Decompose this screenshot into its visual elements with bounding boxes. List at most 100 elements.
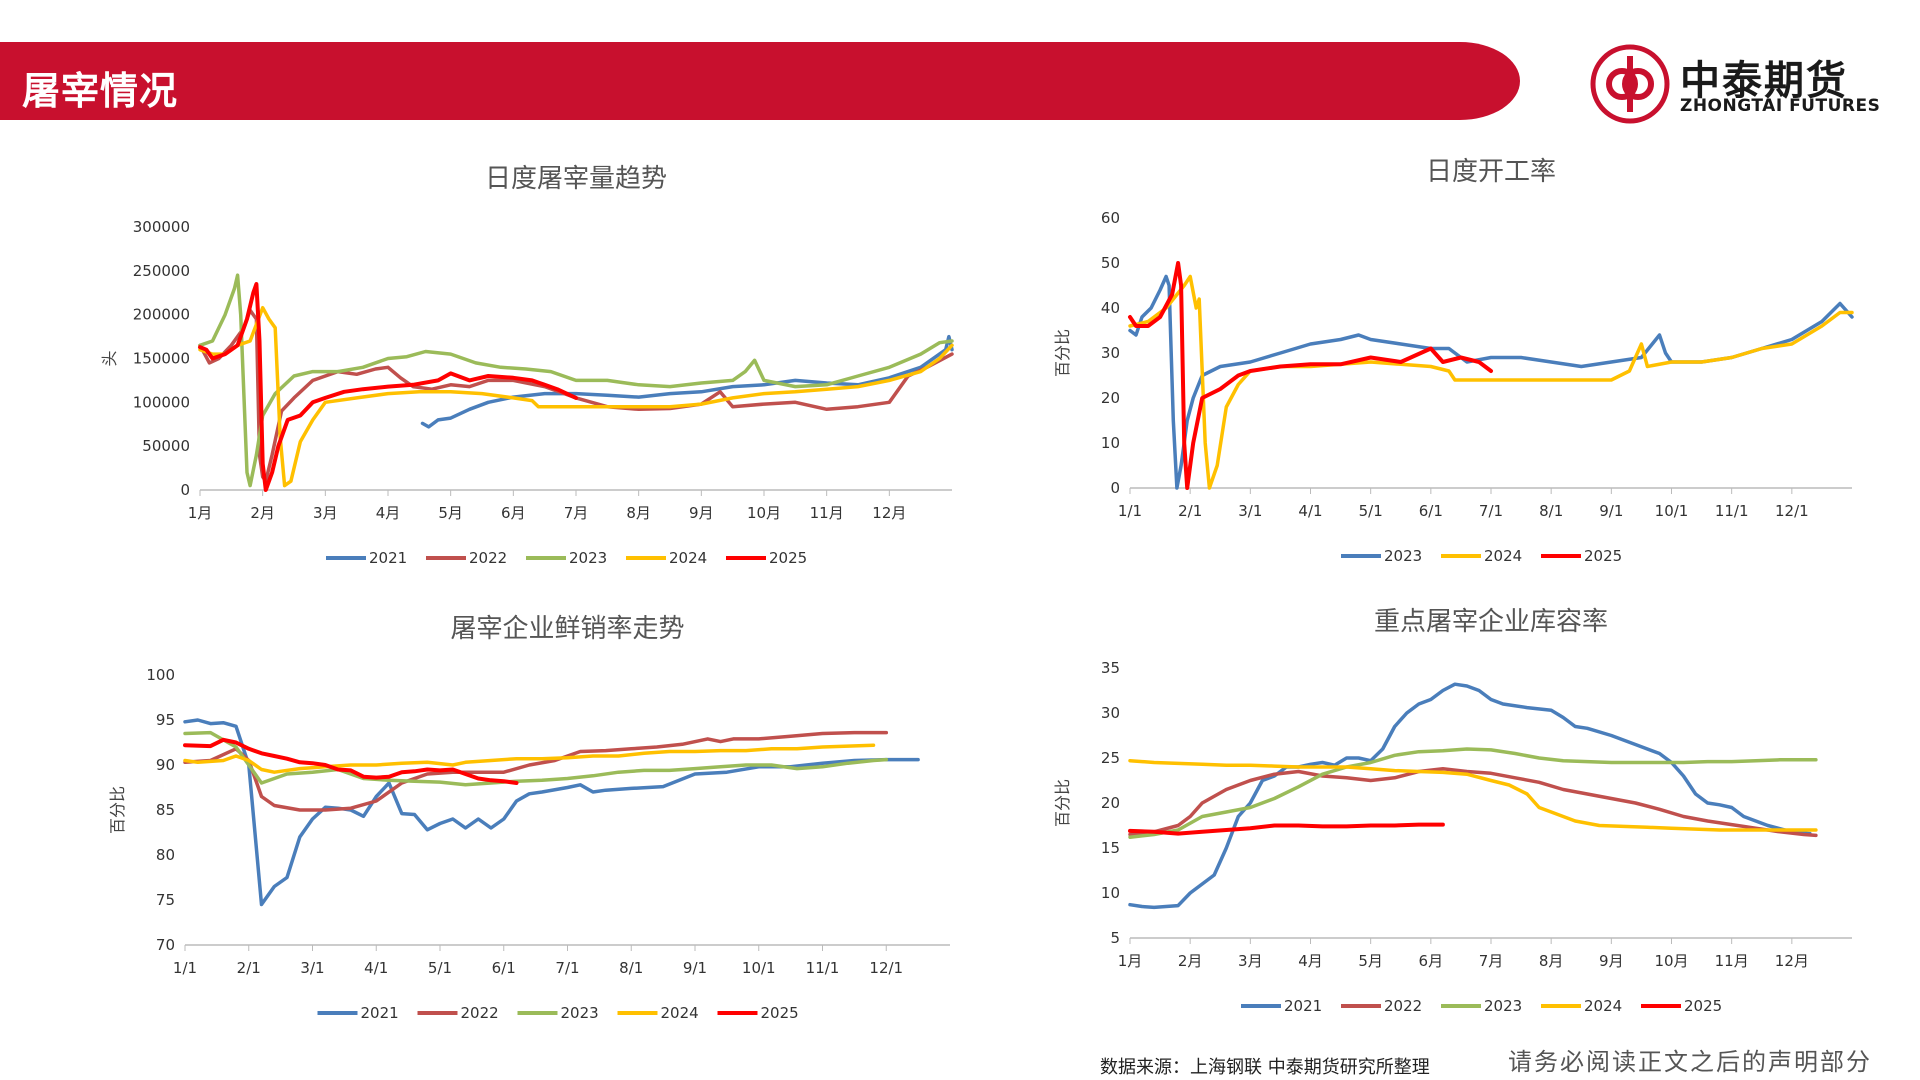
logo-en-text: ZHONGTAI FUTURES	[1680, 96, 1881, 116]
y-tick-label: 30	[1101, 704, 1120, 722]
series-line-2022	[183, 730, 889, 812]
y-tick-label: 75	[156, 891, 175, 909]
x-tick-label: 11月	[810, 504, 844, 522]
x-tick-label: 10月	[1654, 952, 1688, 970]
x-tick-label: 3月	[1238, 952, 1263, 970]
series-line-2023	[1128, 747, 1818, 839]
y-axis-label: 百分比	[1053, 329, 1072, 377]
x-tick-label: 8月	[626, 504, 651, 522]
legend-label-2024: 2024	[1584, 997, 1622, 1015]
x-tick-label: 11/1	[1715, 502, 1749, 520]
chart-title: 日度开工率	[1426, 157, 1556, 187]
y-tick-label: 10	[1101, 884, 1120, 902]
series-line-2022	[1128, 767, 1818, 838]
chart-svg: 日度开工率 0 10 20 30 40 50 60 百分比 1/1 2/1 3/1 4/1 5/1 6/1 7…	[1053, 157, 1854, 565]
legend-label-2023: 2023	[569, 549, 607, 567]
legend-label-2025: 2025	[1584, 547, 1622, 565]
x-tick-label: 12月	[872, 504, 906, 522]
series-line-2021	[1128, 682, 1812, 910]
x-tick-label: 8月	[1539, 952, 1564, 970]
series-line-2024	[183, 743, 876, 774]
chart-inventory-capacity-rate: 重点屠宰企业库容率 5 10 15 20 25 30 35 百分比 1月 2月 3月 4月 5月 6月 7月 8…	[1030, 598, 1890, 1028]
x-tick-label: 7/1	[555, 959, 579, 977]
x-tick-label: 4月	[1298, 952, 1323, 970]
x-tick-label: 7月	[564, 504, 589, 522]
page-title: 屠宰情况	[22, 69, 179, 113]
x-tick-label: 9月	[689, 504, 714, 522]
legend-label-2025: 2025	[1684, 997, 1722, 1015]
chart-svg: 屠宰企业鲜销率走势 70 75 80 85 90 95 100 百分比 1/1 2/1 3/1 4/1 5…	[108, 614, 950, 1022]
y-tick-label: 90	[156, 756, 175, 774]
y-tick-label: 0	[180, 481, 190, 499]
y-axis-label: 百分比	[108, 786, 127, 834]
x-tick-label: 3/1	[300, 959, 324, 977]
x-tick-label: 11月	[1715, 952, 1749, 970]
y-tick-label: 50000	[142, 437, 190, 455]
legend-label-2024: 2024	[1484, 547, 1522, 565]
legend-label-2021: 2021	[361, 1004, 399, 1022]
legend-label-2025: 2025	[761, 1004, 799, 1022]
data-source-note: 数据来源：上海钢联 中泰期货研究所整理	[1100, 1057, 1430, 1078]
x-tick-label: 9/1	[683, 959, 707, 977]
disclaimer-note: 请务必阅读正文之后的声明部分	[1508, 1048, 1872, 1076]
header-banner: 屠宰情况	[0, 42, 1520, 120]
series-line-2024	[1128, 758, 1818, 832]
series-line-2025	[1128, 261, 1493, 490]
series-line-2025	[1128, 822, 1445, 836]
x-tick-label: 4月	[376, 504, 401, 522]
y-tick-label: 70	[156, 936, 175, 954]
y-tick-label: 40	[1101, 299, 1120, 317]
zhongtai-logo-icon	[1590, 44, 1670, 124]
x-tick-label: 6月	[501, 504, 526, 522]
series-line-2024	[1128, 274, 1854, 490]
x-tick-label: 9/1	[1599, 502, 1623, 520]
y-tick-label: 100000	[133, 393, 190, 411]
series-line-2025	[198, 282, 578, 492]
x-tick-label: 7月	[1479, 952, 1504, 970]
chart-title: 屠宰企业鲜销率走势	[450, 614, 684, 644]
x-tick-label: 1月	[1118, 952, 1143, 970]
y-tick-label: 30	[1101, 344, 1120, 362]
y-tick-label: 100	[146, 666, 175, 684]
y-tick-label: 85	[156, 801, 175, 819]
x-tick-label: 5/1	[1359, 502, 1383, 520]
x-tick-label: 4/1	[1298, 502, 1322, 520]
y-tick-label: 200000	[133, 306, 190, 324]
y-tick-label: 50	[1101, 254, 1120, 272]
series-line-2021	[183, 718, 920, 907]
series-line-2023	[198, 273, 954, 488]
series-line-2022	[198, 308, 954, 483]
company-logo: 中泰期货 ZHONGTAI FUTURES	[1588, 42, 1888, 124]
x-tick-label: 1/1	[1118, 502, 1142, 520]
x-tick-label: 12/1	[869, 959, 903, 977]
x-tick-label: 12/1	[1775, 502, 1809, 520]
legend-label-2024: 2024	[669, 549, 707, 567]
x-tick-label: 12月	[1775, 952, 1809, 970]
chart-daily-operating-rate: 日度开工率 0 10 20 30 40 50 60 百分比 1/1 2/1 3/1 4/1 5/1 6/1 7…	[1030, 148, 1890, 578]
x-tick-label: 8/1	[619, 959, 643, 977]
x-tick-label: 5月	[1358, 952, 1383, 970]
legend-label-2022: 2022	[469, 549, 507, 567]
y-tick-label: 5	[1110, 929, 1120, 947]
legend-label-2022: 2022	[1384, 997, 1422, 1015]
x-tick-label: 8/1	[1539, 502, 1563, 520]
x-tick-label: 10/1	[742, 959, 776, 977]
chart-daily-slaughter: 日度屠宰量趋势 0 50000 100000 150000 200000 250000 300…	[100, 155, 960, 585]
y-tick-label: 20	[1101, 389, 1120, 407]
x-tick-label: 6/1	[1419, 502, 1443, 520]
x-tick-label: 5月	[438, 504, 463, 522]
x-tick-label: 7/1	[1479, 502, 1503, 520]
x-tick-label: 9月	[1599, 952, 1624, 970]
chart-svg: 日度屠宰量趋势 0 50000 100000 150000 200000 250000 300…	[100, 164, 954, 567]
y-tick-label: 300000	[133, 218, 190, 236]
x-tick-label: 1/1	[173, 959, 197, 977]
y-tick-label: 20	[1101, 794, 1120, 812]
x-tick-label: 2月	[250, 504, 275, 522]
y-tick-label: 0	[1110, 479, 1120, 497]
y-tick-label: 150000	[133, 350, 190, 368]
series-line-2025	[183, 737, 519, 785]
y-axis-label: 百分比	[1053, 779, 1072, 827]
chart-title: 日度屠宰量趋势	[485, 164, 667, 194]
y-tick-label: 10	[1101, 434, 1120, 452]
